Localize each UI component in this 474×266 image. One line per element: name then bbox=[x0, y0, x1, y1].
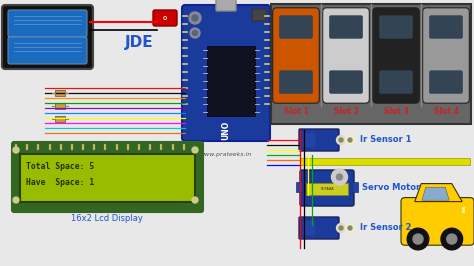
Bar bbox=[352, 182, 358, 192]
Bar bbox=[37, 144, 39, 150]
Bar bbox=[55, 103, 65, 109]
Text: Slot 4: Slot 4 bbox=[434, 107, 458, 116]
Bar bbox=[93, 144, 95, 150]
FancyBboxPatch shape bbox=[153, 10, 177, 26]
Circle shape bbox=[192, 147, 198, 153]
Circle shape bbox=[337, 223, 346, 232]
Bar bbox=[462, 207, 465, 213]
FancyBboxPatch shape bbox=[216, 0, 236, 11]
FancyBboxPatch shape bbox=[12, 142, 203, 212]
FancyBboxPatch shape bbox=[429, 70, 463, 94]
FancyBboxPatch shape bbox=[379, 70, 413, 94]
Bar bbox=[55, 90, 65, 96]
FancyBboxPatch shape bbox=[252, 9, 266, 21]
Circle shape bbox=[13, 147, 19, 153]
Circle shape bbox=[190, 28, 200, 38]
FancyBboxPatch shape bbox=[2, 5, 93, 69]
Circle shape bbox=[346, 223, 355, 232]
Text: O: O bbox=[163, 15, 167, 20]
Circle shape bbox=[337, 174, 343, 180]
Circle shape bbox=[346, 135, 355, 144]
Circle shape bbox=[337, 135, 346, 144]
Bar bbox=[55, 116, 65, 122]
Bar bbox=[183, 144, 185, 150]
Bar bbox=[296, 182, 302, 192]
FancyBboxPatch shape bbox=[8, 37, 87, 64]
FancyBboxPatch shape bbox=[323, 8, 369, 103]
Circle shape bbox=[192, 197, 198, 203]
Circle shape bbox=[339, 226, 343, 230]
Circle shape bbox=[192, 31, 198, 35]
Bar bbox=[60, 144, 62, 150]
Text: Have  Space: 1: Have Space: 1 bbox=[26, 178, 94, 187]
Text: Slot 1: Slot 1 bbox=[283, 107, 309, 116]
FancyBboxPatch shape bbox=[379, 15, 413, 39]
FancyBboxPatch shape bbox=[373, 8, 419, 103]
Bar bbox=[127, 144, 129, 150]
FancyBboxPatch shape bbox=[300, 170, 354, 206]
FancyBboxPatch shape bbox=[401, 198, 474, 245]
FancyBboxPatch shape bbox=[429, 15, 463, 39]
FancyBboxPatch shape bbox=[8, 10, 87, 37]
Polygon shape bbox=[422, 187, 449, 200]
Bar bbox=[303, 133, 315, 147]
Circle shape bbox=[331, 169, 347, 185]
Text: 16x2 Lcd Display: 16x2 Lcd Display bbox=[71, 214, 143, 223]
Circle shape bbox=[407, 228, 429, 250]
Circle shape bbox=[348, 138, 352, 142]
Bar bbox=[26, 144, 28, 150]
FancyBboxPatch shape bbox=[279, 70, 313, 94]
FancyBboxPatch shape bbox=[182, 5, 270, 141]
Circle shape bbox=[189, 12, 201, 24]
FancyBboxPatch shape bbox=[271, 4, 471, 124]
FancyBboxPatch shape bbox=[329, 15, 363, 39]
Bar bbox=[306, 183, 348, 195]
Bar bbox=[82, 144, 84, 150]
Bar bbox=[138, 144, 140, 150]
FancyBboxPatch shape bbox=[299, 217, 339, 239]
Text: www.prateeks.in: www.prateeks.in bbox=[200, 152, 252, 157]
FancyBboxPatch shape bbox=[329, 70, 363, 94]
Circle shape bbox=[441, 228, 463, 250]
Text: Slot 3: Slot 3 bbox=[383, 107, 409, 116]
Bar bbox=[160, 144, 163, 150]
Text: Ir Sensor 2: Ir Sensor 2 bbox=[360, 223, 411, 232]
Text: Total Space: 5: Total Space: 5 bbox=[26, 162, 94, 171]
Circle shape bbox=[413, 234, 423, 244]
Bar bbox=[71, 144, 73, 150]
Circle shape bbox=[192, 15, 198, 21]
Polygon shape bbox=[415, 184, 462, 202]
Bar bbox=[207, 46, 255, 116]
Bar bbox=[15, 144, 17, 150]
Text: JDE: JDE bbox=[125, 35, 154, 49]
Text: UNO: UNO bbox=[221, 120, 230, 140]
Bar bbox=[172, 144, 173, 150]
Text: Slot 2: Slot 2 bbox=[334, 107, 358, 116]
Circle shape bbox=[348, 226, 352, 230]
Text: Servo Motor: Servo Motor bbox=[362, 184, 420, 193]
Bar bbox=[104, 144, 107, 150]
Bar bbox=[20, 154, 195, 202]
Text: FUTABA: FUTABA bbox=[320, 187, 334, 191]
Circle shape bbox=[339, 138, 343, 142]
Text: Ir Sensor 1: Ir Sensor 1 bbox=[360, 135, 411, 144]
Bar bbox=[116, 144, 118, 150]
FancyBboxPatch shape bbox=[299, 129, 339, 151]
FancyBboxPatch shape bbox=[273, 8, 319, 103]
Circle shape bbox=[13, 197, 19, 203]
FancyBboxPatch shape bbox=[279, 15, 313, 39]
Bar bbox=[48, 144, 51, 150]
Bar bbox=[149, 144, 151, 150]
Bar bbox=[303, 221, 315, 235]
Circle shape bbox=[447, 234, 457, 244]
FancyBboxPatch shape bbox=[423, 8, 469, 103]
Bar bbox=[300, 158, 470, 165]
